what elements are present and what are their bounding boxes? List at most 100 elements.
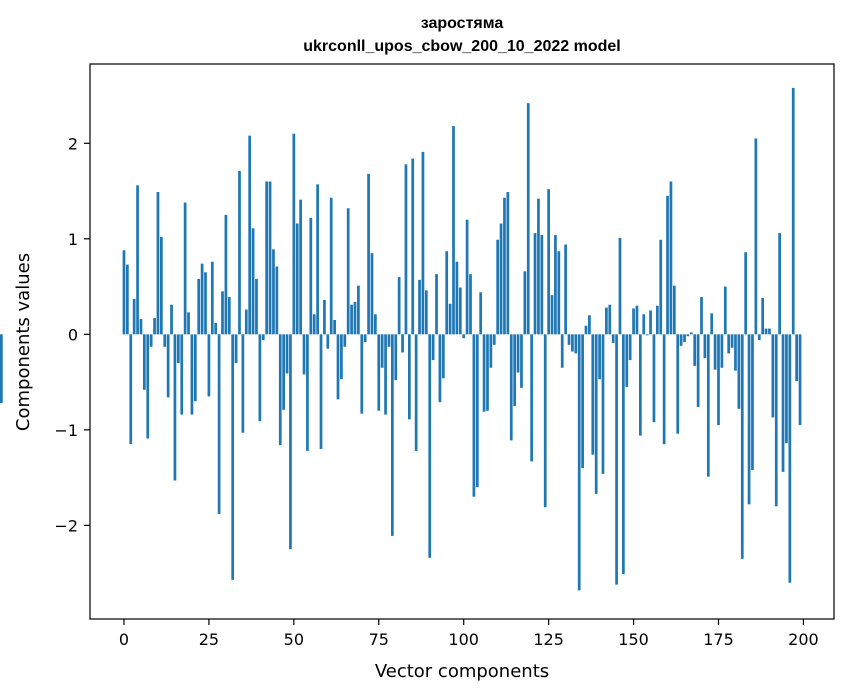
bar: [353, 301, 357, 335]
bar: [265, 181, 269, 335]
bar-series: [0, 87, 802, 591]
bar: [448, 303, 452, 335]
bar: [469, 274, 472, 335]
bar: [526, 103, 530, 335]
bar: [499, 223, 503, 335]
bar: [744, 252, 748, 335]
bar: [261, 334, 265, 341]
bar: [282, 334, 286, 410]
bar: [672, 285, 676, 335]
bar: [374, 314, 377, 335]
bar: [411, 158, 415, 335]
bar: [686, 334, 690, 337]
bar: [482, 334, 486, 412]
bar: [156, 192, 160, 335]
bar: [438, 334, 442, 403]
bar: [642, 314, 646, 335]
bar: [696, 334, 700, 407]
bar: [407, 334, 411, 420]
bar: [197, 278, 201, 335]
bar: [126, 264, 129, 335]
bar: [122, 250, 126, 335]
bar: [207, 334, 211, 397]
bar: [543, 334, 547, 508]
x-tick-label: 200: [788, 630, 819, 649]
bar: [248, 135, 252, 335]
bar: [346, 208, 350, 335]
bar: [149, 334, 153, 347]
bar: [363, 334, 367, 342]
bar: [159, 236, 163, 335]
bar: [516, 334, 520, 373]
bar: [723, 286, 727, 335]
bar: [244, 309, 248, 335]
bar: [404, 164, 408, 335]
bar: [679, 334, 683, 346]
bar: [336, 334, 340, 400]
y-tick-label: 1: [68, 230, 78, 249]
bar: [706, 334, 710, 477]
y-axis: −2 −1 0 1 2: [54, 134, 90, 535]
bar: [458, 287, 462, 335]
y-tick-label: −1: [54, 421, 78, 440]
bar: [441, 334, 445, 379]
bar: [588, 315, 591, 335]
bar: [662, 334, 666, 445]
bar: [187, 312, 190, 335]
bar: [564, 244, 567, 335]
bar: [628, 334, 632, 361]
bar: [418, 279, 421, 335]
bar: [683, 334, 686, 342]
bar: [0, 334, 3, 404]
bar: [370, 253, 374, 335]
bar: [306, 334, 309, 451]
bar: [601, 334, 605, 474]
bar: [278, 334, 282, 446]
bar: [533, 233, 537, 335]
bar: [312, 314, 316, 335]
bar: [669, 181, 673, 335]
bar: [183, 202, 187, 335]
bar: [176, 334, 180, 363]
bar: [200, 263, 204, 335]
bar: [326, 334, 330, 349]
x-tick-label: 0: [119, 630, 129, 649]
bar: [231, 334, 235, 580]
bar: [757, 334, 761, 341]
bar: [655, 305, 659, 335]
bar: [299, 199, 302, 335]
bar: [214, 322, 218, 335]
bar: [649, 310, 652, 335]
bar: [132, 298, 136, 335]
bar: [217, 334, 221, 514]
bar: [717, 334, 720, 426]
bar: [754, 138, 758, 335]
bar: [540, 234, 544, 335]
bar: [431, 334, 435, 361]
bar: [618, 237, 622, 335]
bar: [710, 313, 714, 335]
bar: [513, 334, 517, 406]
bar: [475, 334, 479, 488]
bar: [387, 334, 391, 347]
bar: [645, 334, 649, 336]
bar: [462, 334, 466, 339]
bar: [523, 271, 527, 335]
bar: [547, 189, 550, 335]
bar: [445, 251, 449, 335]
bar: [227, 297, 231, 335]
bar: [611, 334, 615, 343]
bar: [350, 304, 353, 335]
bar: [577, 334, 581, 591]
bar: [210, 261, 214, 335]
bar: [380, 334, 384, 368]
bar: [221, 291, 224, 335]
bar: [727, 334, 731, 354]
bar: [465, 219, 469, 335]
bar: [496, 239, 500, 335]
bar: [560, 334, 564, 368]
bar: [414, 334, 418, 451]
bar: [275, 266, 279, 335]
bar: [574, 334, 578, 354]
